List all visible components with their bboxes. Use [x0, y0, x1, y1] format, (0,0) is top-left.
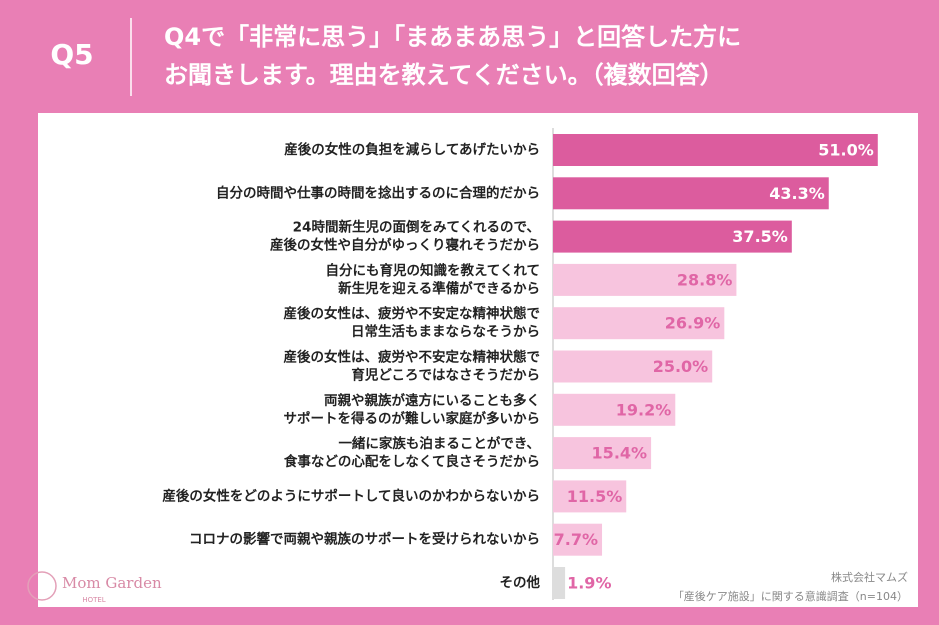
logo-mark	[27, 571, 57, 601]
bar	[553, 134, 878, 166]
footer-company: 株式会社マムズ	[831, 570, 908, 584]
category-label: 自分にも育児の知識を教えてくれて新生児を迎える準備ができるから	[325, 262, 540, 297]
bar	[553, 263, 737, 296]
category-label: 産後の女性は、疲労や不安定な精神状態で育児どころではなさそうだから	[284, 349, 541, 384]
value-label: 37.5%	[732, 227, 788, 246]
bar	[553, 567, 566, 599]
value-label: 25.0%	[653, 357, 709, 376]
value-label: 15.4%	[592, 444, 648, 463]
value-label: 28.8%	[677, 270, 733, 289]
bar	[553, 393, 676, 426]
category-label: 両親や親族が遠方にいることも多くサポートを得るのが難しい家庭が多いから	[284, 392, 541, 427]
bar	[553, 350, 713, 383]
bar	[553, 307, 725, 340]
category-label: 産後の女性は、疲労や不安定な精神状態で日常生活もままならなそうから	[284, 305, 541, 340]
bar	[553, 437, 652, 470]
bar	[553, 480, 627, 513]
category-label: 産後の女性をどのようにサポートして良いのかわからないから	[162, 487, 540, 504]
value-label: 7.7%	[554, 530, 598, 549]
category-label: コロナの影響で両親や親族のサポートを受けられないから	[189, 531, 540, 548]
category-label: 一緒に家族も泊まることができ、食事などの心配をしなくて良さそうだから	[284, 435, 540, 470]
chart-title: お聞きします。理由を教えてください。（複数回答）	[164, 61, 724, 89]
value-label: 1.9%	[567, 574, 611, 593]
question-number: Q5	[50, 38, 93, 71]
footer-survey: 「産後ケア施設」に関する意識調査（n=104）	[673, 589, 908, 603]
logo-sub: HOTEL	[82, 596, 105, 604]
value-label: 26.9%	[665, 314, 721, 333]
value-label: 43.3%	[769, 184, 825, 203]
bar	[553, 177, 829, 210]
category-label: その他	[500, 574, 541, 591]
category-label: 産後の女性の負担を減らしてあげたいから	[284, 141, 540, 158]
category-label: 自分の時間や仕事の時間を捻出するのに合理的だから	[216, 184, 540, 201]
category-label: 24時間新生児の面倒をみてくれるので、産後の女性や自分がゆっくり寝れそうだから	[270, 219, 540, 254]
logo-name: Mom Garden	[62, 574, 162, 592]
value-label: 19.2%	[616, 400, 672, 419]
bar	[553, 523, 603, 556]
value-label: 51.0%	[818, 141, 874, 160]
value-label: 11.5%	[567, 487, 623, 506]
bar	[553, 220, 792, 253]
chart-title: Q4で「非常に思う」「まあまあ思う」と回答した方に	[164, 23, 741, 51]
